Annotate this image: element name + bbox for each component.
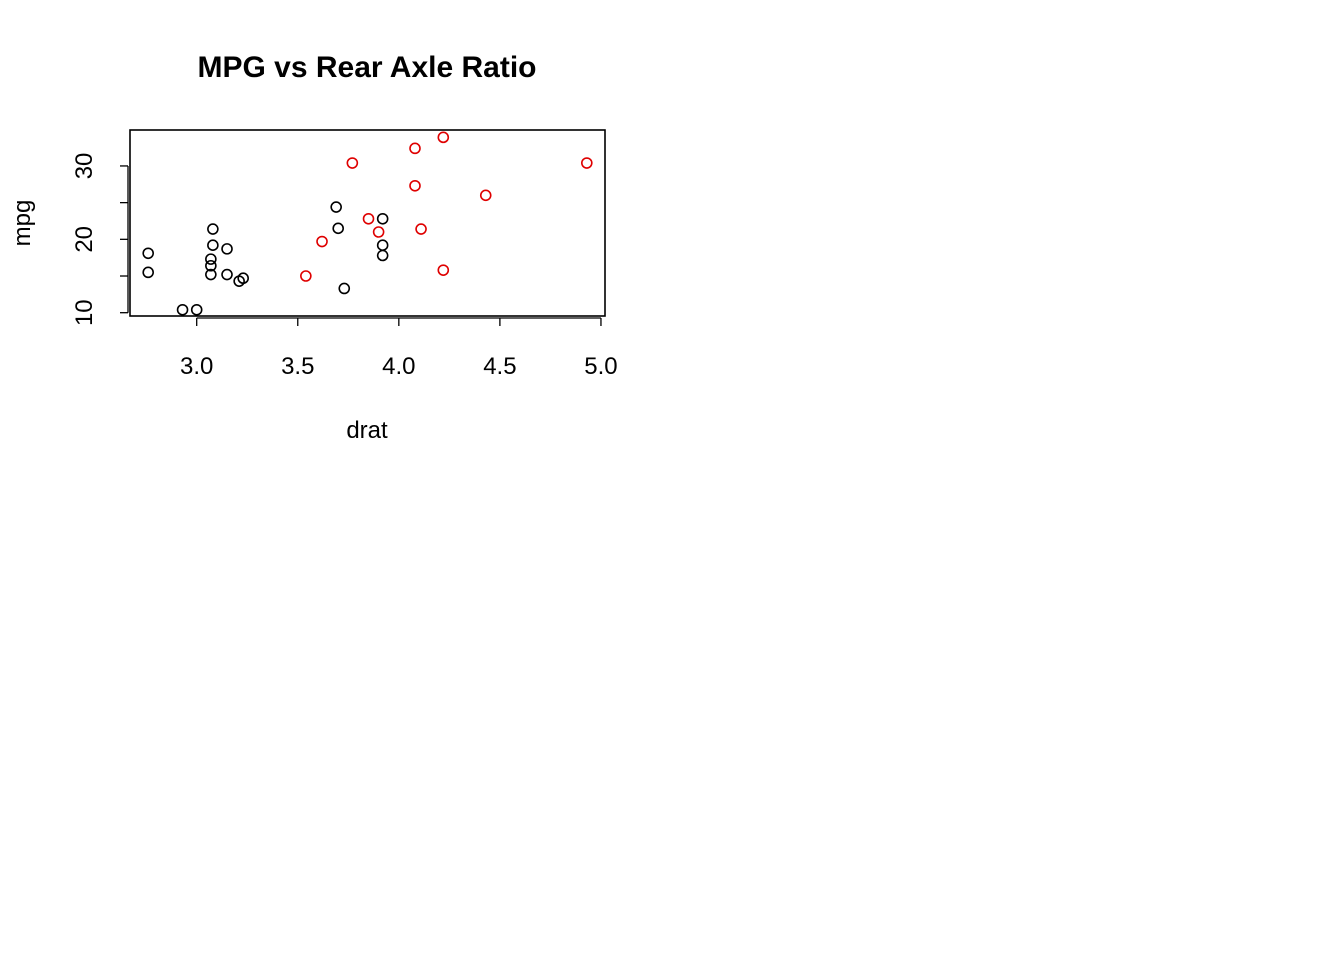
y-tick-label: 20	[71, 226, 98, 253]
data-point	[338, 282, 351, 295]
data-point	[332, 222, 344, 235]
x-axis-label: drat	[346, 417, 388, 444]
data-point	[330, 201, 342, 213]
data-point	[437, 264, 450, 276]
data-point	[221, 243, 233, 255]
data-point	[300, 270, 312, 282]
data-point	[415, 223, 427, 235]
data-point	[316, 235, 328, 248]
data-point	[221, 268, 233, 281]
y-tick-label: 30	[71, 153, 98, 180]
data-point	[409, 142, 421, 155]
data-point	[176, 303, 189, 316]
plot-area-box	[129, 129, 606, 317]
data-point	[479, 189, 492, 202]
data-point	[142, 266, 154, 279]
data-point	[237, 272, 249, 285]
data-point	[376, 249, 389, 262]
data-point	[205, 259, 217, 272]
data-point	[346, 157, 359, 169]
data-point	[437, 131, 450, 144]
data-points	[142, 131, 593, 316]
y-axis: 10 20 30	[71, 153, 129, 326]
data-point	[581, 157, 593, 169]
x-tick-label: 3.5	[281, 353, 314, 380]
y-axis-label: mpg	[9, 200, 36, 247]
data-point	[362, 212, 375, 225]
chart-title: MPG vs Rear Axle Ratio	[197, 51, 536, 84]
x-tick-label: 5.0	[584, 353, 617, 380]
data-point	[409, 179, 421, 192]
data-point	[376, 239, 389, 251]
y-tick-label: 10	[71, 299, 98, 326]
data-point	[372, 226, 385, 238]
data-point	[376, 212, 389, 225]
data-point	[207, 239, 219, 251]
data-point	[205, 268, 217, 281]
data-point	[190, 303, 203, 316]
x-tick-label: 4.5	[483, 353, 516, 380]
data-point	[207, 223, 219, 235]
x-tick-label: 4.0	[382, 353, 415, 380]
x-axis: 3.0 3.5 4.0 4.5 5.0	[180, 317, 618, 380]
x-tick-label: 3.0	[180, 353, 213, 380]
data-point	[205, 253, 217, 265]
data-point	[142, 247, 154, 260]
